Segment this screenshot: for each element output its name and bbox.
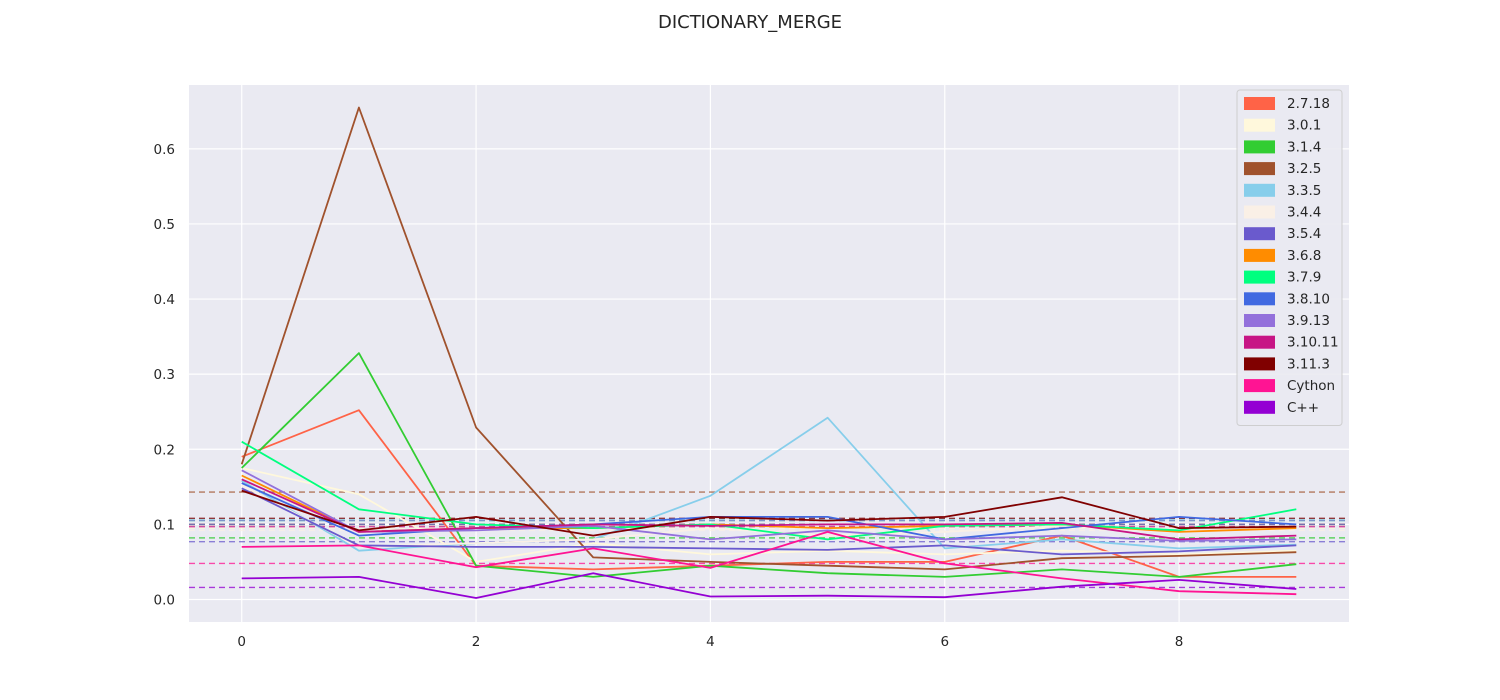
x-tick-label: 4 xyxy=(706,634,715,650)
legend-label: C++ xyxy=(1287,400,1319,416)
y-tick-label: 0.4 xyxy=(154,292,175,308)
legend-label: 3.8.10 xyxy=(1287,291,1330,307)
legend-label: 3.10.11 xyxy=(1287,335,1339,351)
legend-label: Cython xyxy=(1287,378,1335,394)
legend-swatch xyxy=(1244,248,1275,262)
legend-swatch xyxy=(1244,314,1275,327)
legend-label: 3.6.8 xyxy=(1287,248,1321,264)
x-tick-label: 0 xyxy=(237,634,246,650)
legend-swatch xyxy=(1244,270,1275,284)
gridlines xyxy=(189,85,1349,622)
series-line xyxy=(241,531,1297,596)
legend-label: 3.11.3 xyxy=(1287,356,1330,372)
legend-label: 3.0.1 xyxy=(1287,118,1321,134)
legend-label: 3.2.5 xyxy=(1287,161,1321,177)
legend-swatch xyxy=(1244,357,1275,371)
legend-label: 3.9.13 xyxy=(1287,313,1330,329)
x-tick-label: 2 xyxy=(472,634,481,650)
legend: 2.7.18 3.0.1 3.1.4 3.2.5 3.3.5 3.4.4 3.5.4 3.6.… xyxy=(1236,89,1343,426)
series-line xyxy=(241,489,1297,537)
legend-swatch xyxy=(1244,335,1275,349)
legend-swatch xyxy=(1244,140,1275,154)
y-tick-label: 0.0 xyxy=(154,592,175,608)
x-tick-label: 8 xyxy=(1175,634,1184,650)
series-lines xyxy=(240,106,1297,599)
y-tick-label: 0.3 xyxy=(154,367,175,383)
legend-label: 3.1.4 xyxy=(1287,139,1321,155)
y-tick-label: 0.2 xyxy=(154,442,175,458)
y-axis-ticks: 0.0 0.1 0.2 0.3 0.4 0.5 0.6 xyxy=(154,142,175,609)
legend-swatch xyxy=(1244,205,1275,219)
legend-label: 3.3.5 xyxy=(1287,183,1321,199)
legend-swatch xyxy=(1244,292,1275,306)
legend-swatch xyxy=(1244,400,1275,414)
series-line xyxy=(241,478,1297,541)
legend-swatch xyxy=(1244,118,1275,132)
chart-title: DICTIONARY_MERGE xyxy=(658,12,842,33)
series-line xyxy=(241,572,1297,599)
x-tick-label: 6 xyxy=(940,634,949,650)
x-axis-ticks: 0 2 4 6 8 xyxy=(237,634,1183,650)
y-tick-label: 0.1 xyxy=(154,517,175,533)
legend-label: 2.7.18 xyxy=(1287,96,1330,112)
series-line xyxy=(240,106,1297,571)
y-tick-label: 0.5 xyxy=(154,217,175,233)
legend-swatch xyxy=(1244,379,1275,393)
legend-label: 3.7.9 xyxy=(1287,270,1321,286)
legend-label: 3.5.4 xyxy=(1287,226,1321,242)
series-line xyxy=(241,352,1297,578)
series-line xyxy=(241,440,1297,541)
legend-swatch xyxy=(1244,162,1275,176)
legend-swatch xyxy=(1244,227,1275,241)
y-tick-label: 0.6 xyxy=(154,142,175,158)
legend-swatch xyxy=(1244,97,1275,110)
legend-label: 3.4.4 xyxy=(1287,205,1321,221)
legend-swatch xyxy=(1244,183,1275,197)
series-line xyxy=(241,469,1297,542)
